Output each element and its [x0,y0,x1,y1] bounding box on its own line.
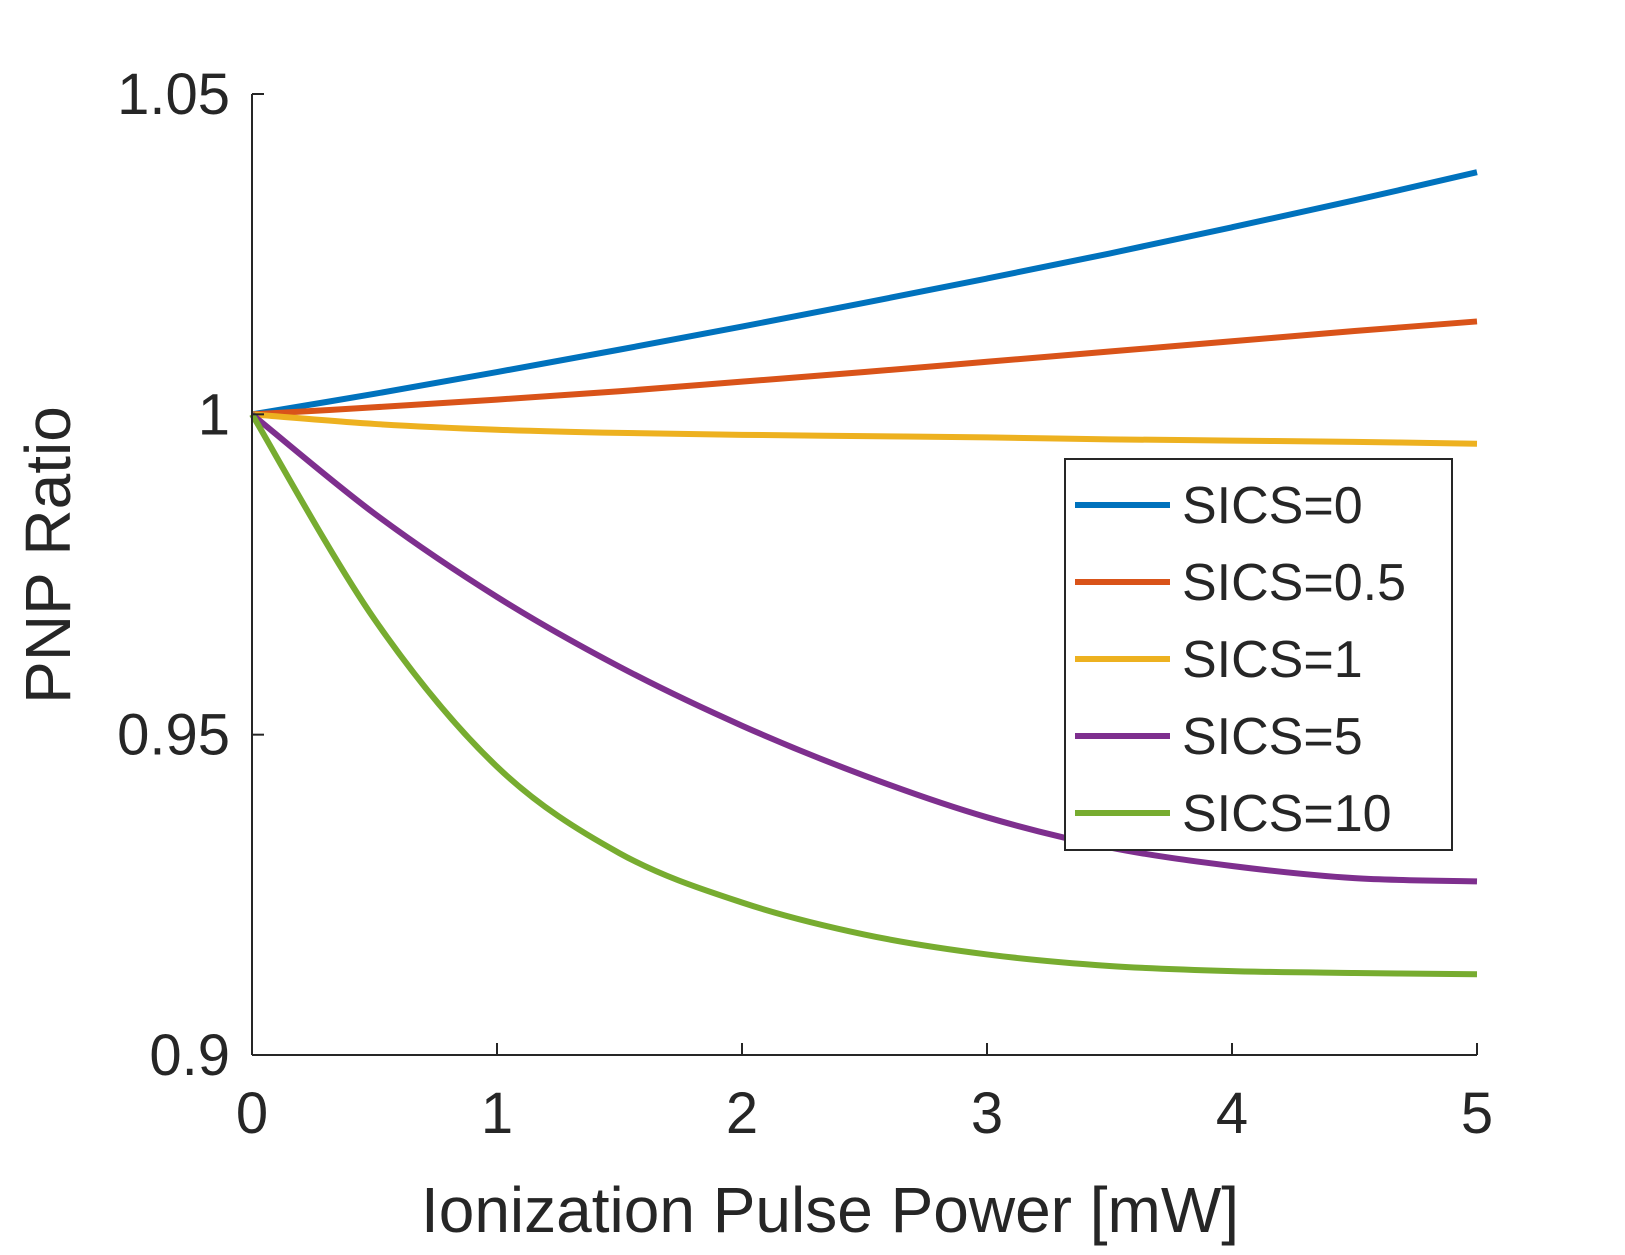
series-line-4 [249,412,1478,978]
axes [251,93,1478,1056]
series-line-0 [251,169,1478,418]
x-tick-label: 0 [236,1081,268,1146]
x-tick-label: 3 [971,1081,1003,1146]
series-line-3 [250,412,1478,885]
legend-label-0: SICS=0 [1182,477,1363,535]
legend-label-2: SICS=1 [1182,631,1363,689]
y-tick-label: 0.9 [149,1023,230,1088]
x-tick-label: 1 [481,1081,513,1146]
x-tick-label: 5 [1461,1081,1493,1146]
y-axis-title: PNP Ratio [12,406,84,704]
legend-box [1064,458,1453,851]
y-tick-label: 0.95 [117,703,230,768]
legend-label-4: SICS=10 [1182,785,1392,843]
series-line-1 [251,318,1478,418]
legend: SICS=0 SICS=0.5 SICS=1 SICS=5 SICS=10 [1064,458,1453,851]
series-lines [249,169,1478,978]
legend-label-3: SICS=5 [1182,708,1363,766]
x-axis-title: Ionization Pulse Power [mW] [421,1174,1239,1246]
x-tick-label: 2 [726,1081,758,1146]
y-tick-label: 1 [198,382,230,447]
series-line-2 [251,411,1478,447]
y-tick-label: 1.05 [117,62,230,127]
tick-labels: 0 1 2 3 4 5 0.9 0.95 1 1.05 [117,62,1493,1146]
x-tick-label: 4 [1216,1081,1248,1146]
legend-label-1: SICS=0.5 [1182,554,1406,612]
